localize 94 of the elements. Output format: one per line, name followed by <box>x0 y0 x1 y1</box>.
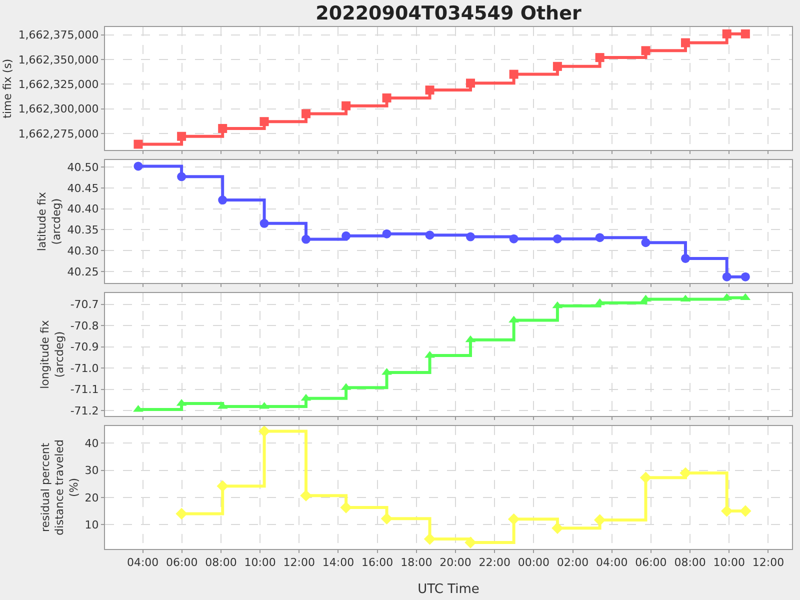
point <box>721 505 733 517</box>
y-tick-label: 40.40 <box>67 202 99 216</box>
point <box>425 86 434 95</box>
point <box>342 231 351 240</box>
point <box>382 229 392 238</box>
x-tick-label: 22:00 <box>478 556 510 570</box>
y-tick-label: -70.7 <box>70 298 99 312</box>
point <box>552 234 562 244</box>
x-tick-label: 20:00 <box>440 556 472 570</box>
point <box>464 536 476 548</box>
x-tick-label: 06:00 <box>635 556 667 570</box>
x-tick-label: 14:00 <box>322 556 354 570</box>
point <box>466 232 475 242</box>
y-tick-label: 1,662,375,000 <box>18 28 99 42</box>
point <box>301 234 310 244</box>
y-axis-title: residual percent distance traveled (%) <box>38 440 80 536</box>
y-tick-label: 1,662,350,000 <box>18 53 99 66</box>
y-tick-label: 1,662,325,000 <box>18 78 99 91</box>
x-tick-label: 04:00 <box>596 556 628 570</box>
point <box>740 505 752 517</box>
point <box>640 294 651 302</box>
y-tick-label: -71.1 <box>70 383 99 396</box>
point <box>340 502 352 514</box>
point <box>342 101 351 110</box>
point <box>740 29 750 38</box>
point <box>425 230 434 240</box>
x-tick-label: 12:00 <box>283 556 315 570</box>
point <box>259 402 270 409</box>
point <box>382 93 392 102</box>
point <box>218 196 228 205</box>
point <box>680 38 690 48</box>
point <box>133 404 144 412</box>
point <box>177 172 186 182</box>
point <box>552 522 564 534</box>
point <box>740 272 750 282</box>
y-tick-label: 10 <box>84 518 99 532</box>
y-tick-label: 30 <box>84 464 99 478</box>
point <box>258 425 270 438</box>
point <box>380 512 393 524</box>
point <box>509 70 518 79</box>
y-tick-label: -71.2 <box>70 404 99 418</box>
point <box>722 272 732 282</box>
x-tick-label: 18:00 <box>400 556 432 570</box>
x-tick-label: 08:00 <box>674 556 706 570</box>
point <box>640 472 652 484</box>
x-tick-label: 04:00 <box>126 556 159 570</box>
point <box>641 46 650 56</box>
x-tick-label: 16:00 <box>361 556 394 570</box>
point <box>301 109 310 118</box>
y-axis-title: time fix (s) <box>0 58 14 118</box>
point <box>424 533 436 545</box>
y-tick-label: -70.9 <box>70 340 99 354</box>
point <box>680 467 692 479</box>
y-tick-label: 40.25 <box>67 265 99 278</box>
point <box>466 78 475 88</box>
y-tick-label: -70.8 <box>70 319 99 332</box>
point <box>300 490 312 502</box>
point <box>218 124 228 133</box>
y-axis-title: latitude fix (arcdeg) <box>36 191 63 252</box>
x-axis-title: UTC Time <box>418 582 480 597</box>
point <box>176 508 188 520</box>
y-tick-label: 40.30 <box>67 244 99 258</box>
y-tick-label: -71.0 <box>70 362 99 375</box>
y-tick-label: 40.35 <box>67 224 99 237</box>
point <box>260 218 269 228</box>
y-tick-label: 40.50 <box>67 160 99 174</box>
point <box>508 513 520 526</box>
point <box>216 480 228 492</box>
point <box>134 140 143 149</box>
x-tick-label: 08:00 <box>205 556 237 570</box>
point <box>594 514 606 526</box>
y-tick-label: 20 <box>84 491 99 504</box>
x-tick-label: 10:00 <box>244 556 276 570</box>
chart-title: 20220904T034549 Other <box>316 2 582 25</box>
x-tick-label: 12:00 <box>752 556 784 570</box>
x-tick-label: 10:00 <box>713 556 745 570</box>
point <box>595 233 604 242</box>
y-tick-label: 1,662,275,000 <box>18 127 99 140</box>
point <box>260 117 269 126</box>
x-tick-label: 06:00 <box>166 556 198 570</box>
point <box>722 29 732 38</box>
point <box>509 234 518 244</box>
point <box>177 132 186 141</box>
y-tick-label: 40 <box>84 437 99 450</box>
y-tick-label: 40.45 <box>67 182 99 195</box>
point <box>595 53 604 62</box>
point <box>641 238 650 248</box>
x-tick-label: 02:00 <box>556 556 589 570</box>
point <box>680 254 690 263</box>
x-tick-label: 00:00 <box>518 556 550 570</box>
y-axis-title: longitude fix (arcdeg) <box>38 320 66 389</box>
point <box>552 62 562 71</box>
point <box>134 162 143 171</box>
y-tick-label: 1,662,300,000 <box>18 102 99 116</box>
